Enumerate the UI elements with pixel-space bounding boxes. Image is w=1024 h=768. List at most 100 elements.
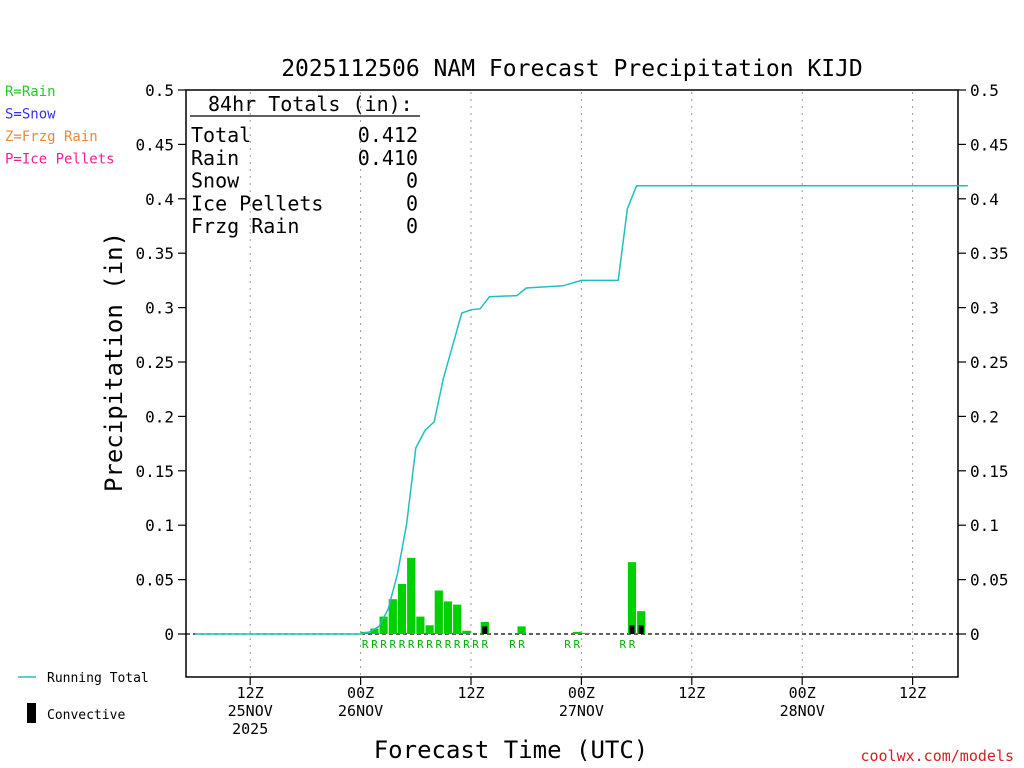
precip-type-letter: R <box>481 638 488 651</box>
totals-rows: Total 0.412 Rain 0.410 Snow 0 Ice Pellets 0 Frzg… <box>191 123 418 238</box>
precip-bar <box>388 599 397 634</box>
precip-bar <box>434 590 443 634</box>
credit-text: coolwx.com/models <box>860 747 1014 765</box>
running-total-legend-label: Running Total <box>47 671 149 686</box>
precip-bars <box>361 557 646 634</box>
xtick-label: 00Z <box>347 684 374 702</box>
precip-bar <box>407 557 416 634</box>
precip-type-letter: R <box>371 638 378 651</box>
precip-type-letter: R <box>417 638 424 651</box>
xtick-label: 12Z <box>457 684 484 702</box>
precip-type-letter: R <box>619 638 626 651</box>
xtick-label: 12Z <box>899 684 926 702</box>
xtick-label: 00Z <box>789 684 816 702</box>
xtick-label: 27NOV <box>559 702 604 720</box>
totals-row-label: Total <box>191 123 251 147</box>
precip-bar <box>397 583 407 634</box>
ytick-left-label: 0.15 <box>135 462 174 481</box>
precip-type-letter: R <box>573 638 580 651</box>
precip-bar <box>443 601 453 634</box>
ytick-left-label: 0.4 <box>145 190 174 209</box>
totals-row-label: Snow <box>191 169 240 193</box>
legend-key-0: R=Rain <box>5 84 56 100</box>
ytick-right-label: 0.2 <box>970 407 999 426</box>
plot-frame <box>185 89 959 678</box>
xtick-label: 2025 <box>232 720 268 738</box>
xtick-label: 00Z <box>568 684 595 702</box>
precip-bar <box>517 626 526 634</box>
ytick-left-label: 0.05 <box>135 571 174 590</box>
precip-type-letter: R <box>362 638 369 651</box>
precip-bar <box>637 611 646 634</box>
x-axis-label: Forecast Time (UTC) <box>374 736 649 764</box>
ytick-left-label: 0.45 <box>135 135 174 154</box>
legend-key-2: Z=Frzg Rain <box>5 129 98 145</box>
legend-key-1: S=Snow <box>5 107 56 123</box>
legend-key-3: P=Ice Pellets <box>5 152 115 168</box>
xtick-label: 12Z <box>237 684 264 702</box>
convective-swatch <box>27 703 36 723</box>
xtick-label: 28NOV <box>780 702 825 720</box>
ytick-left-label: 0.2 <box>145 407 174 426</box>
precip-type-letter: R <box>472 638 479 651</box>
totals-box: 84hr Totals (in): Total 0.412 Rain 0.410 Sno… <box>190 92 420 238</box>
y-axis-left: 0 0.05 0.1 0.15 0.2 0.25 0.3 0.35 0.4 0.45 0.5 <box>135 81 186 644</box>
totals-row-value: 0 <box>406 169 418 193</box>
totals-header: 84hr Totals (in): <box>208 92 413 116</box>
running-total-line <box>195 184 968 635</box>
totals-row-value: 0 <box>406 214 418 238</box>
convective-bar <box>482 626 488 634</box>
ytick-right-label: 0.15 <box>970 462 1009 481</box>
precip-type-letter: R <box>564 638 571 651</box>
precip-type-letter: R <box>435 638 442 651</box>
vertical-gridlines <box>249 92 914 677</box>
precip-bar <box>453 604 462 634</box>
ytick-right-label: 0.05 <box>970 571 1009 590</box>
precip-bar <box>425 625 434 634</box>
precip-type-letter: R <box>408 638 415 651</box>
ytick-right-label: 0.4 <box>970 190 999 209</box>
totals-row-label: Ice Pellets <box>191 191 323 215</box>
ytick-left-label: 0.5 <box>145 81 174 100</box>
precip-type-letter: R <box>399 638 406 651</box>
precip-type-letter: R <box>380 638 387 651</box>
xtick-label: 12Z <box>678 684 705 702</box>
totals-row-value: 0.412 <box>358 123 418 147</box>
totals-row-value: 0.410 <box>358 146 418 170</box>
ytick-right-label: 0.5 <box>970 81 999 100</box>
totals-row-value: 0 <box>406 191 418 215</box>
ytick-left-label: 0.25 <box>135 353 174 372</box>
precip-type-letter: R <box>509 638 516 651</box>
precip-type-letter: R <box>518 638 525 651</box>
ytick-left-label: 0.1 <box>145 516 174 535</box>
bottom-legend: Running Total Convective <box>18 671 149 723</box>
ytick-right-label: 0 <box>970 625 980 644</box>
ytick-left-label: 0 <box>164 625 174 644</box>
ytick-right-label: 0.25 <box>970 353 1009 372</box>
totals-row-label: Frzg Rain <box>191 214 299 238</box>
precip-bar <box>627 562 637 634</box>
precip-type-letter: R <box>389 638 396 651</box>
ytick-right-label: 0.35 <box>970 244 1009 263</box>
convective-bar <box>638 625 644 634</box>
xtick-label: 26NOV <box>338 702 383 720</box>
convective-bars <box>482 625 644 634</box>
xtick-label: 25NOV <box>228 702 273 720</box>
ytick-right-label: 0.45 <box>970 135 1009 154</box>
y-axis-label: Precipitation (in) <box>100 232 128 492</box>
ytick-right-label: 0.3 <box>970 299 999 318</box>
chart-title: 2025112506 NAM Forecast Precipitation KI… <box>281 56 863 82</box>
ytick-left-label: 0.35 <box>135 244 174 263</box>
precip-bar <box>416 616 425 634</box>
precip-bar <box>581 632 591 634</box>
precip-type-letter: R <box>426 638 433 651</box>
precip-type-legend: R=Rain S=Snow Z=Frzg Rain P=Ice Pellets <box>5 84 115 168</box>
precip-bar <box>379 616 388 634</box>
totals-row-label: Rain <box>191 146 239 170</box>
y-axis-right: 0 0.05 0.1 0.15 0.2 0.25 0.3 0.35 0.4 0.45 0.5 <box>958 81 1009 644</box>
convective-bar <box>629 625 635 634</box>
ytick-left-label: 0.3 <box>145 299 174 318</box>
